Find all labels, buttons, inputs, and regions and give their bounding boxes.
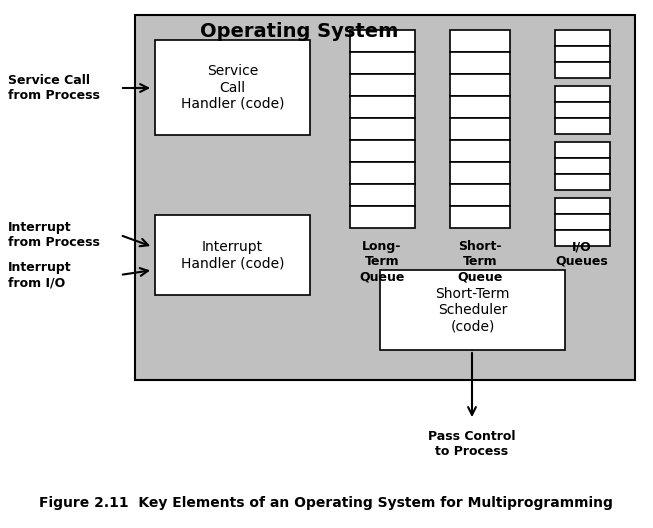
Bar xyxy=(350,206,415,228)
Text: Operating System: Operating System xyxy=(200,22,398,41)
Text: Figure 2.11  Key Elements of an Operating System for Multiprogramming: Figure 2.11 Key Elements of an Operating… xyxy=(39,496,613,510)
Bar xyxy=(450,184,510,206)
Bar xyxy=(380,270,565,350)
Bar xyxy=(555,118,610,134)
Text: Pass Control
to Process: Pass Control to Process xyxy=(428,430,516,458)
Bar xyxy=(555,142,610,158)
Bar xyxy=(555,46,610,62)
Text: Interrupt
Handler (code): Interrupt Handler (code) xyxy=(181,240,284,270)
Bar xyxy=(450,96,510,118)
Bar xyxy=(450,118,510,140)
Bar xyxy=(555,86,610,102)
Text: I/O
Queues: I/O Queues xyxy=(556,240,609,268)
Text: Short-
Term
Queue: Short- Term Queue xyxy=(457,240,503,283)
Bar xyxy=(350,74,415,96)
Text: Long-
Term
Queue: Long- Term Queue xyxy=(359,240,405,283)
Bar xyxy=(155,40,310,135)
Bar xyxy=(450,206,510,228)
Bar xyxy=(555,62,610,78)
Bar xyxy=(555,174,610,190)
Text: Interrupt
from Process: Interrupt from Process xyxy=(8,221,100,249)
Bar xyxy=(555,214,610,230)
Bar xyxy=(350,184,415,206)
Bar xyxy=(450,52,510,74)
Bar xyxy=(450,162,510,184)
Bar xyxy=(350,30,415,52)
Bar xyxy=(450,74,510,96)
Bar xyxy=(350,162,415,184)
Text: Interrupt
from I/O: Interrupt from I/O xyxy=(8,261,72,289)
Bar xyxy=(155,215,310,295)
Bar xyxy=(555,198,610,214)
Bar xyxy=(135,15,635,380)
Bar xyxy=(450,140,510,162)
Text: Service Call
from Process: Service Call from Process xyxy=(8,74,100,102)
Bar xyxy=(555,102,610,118)
Bar xyxy=(450,30,510,52)
Text: Short-Term
Scheduler
(code): Short-Term Scheduler (code) xyxy=(436,287,510,333)
Text: Service
Call
Handler (code): Service Call Handler (code) xyxy=(181,64,284,111)
Bar xyxy=(555,158,610,174)
Bar xyxy=(350,140,415,162)
Bar xyxy=(555,230,610,246)
Bar xyxy=(350,96,415,118)
Bar xyxy=(350,52,415,74)
Bar xyxy=(350,118,415,140)
Bar xyxy=(555,30,610,46)
